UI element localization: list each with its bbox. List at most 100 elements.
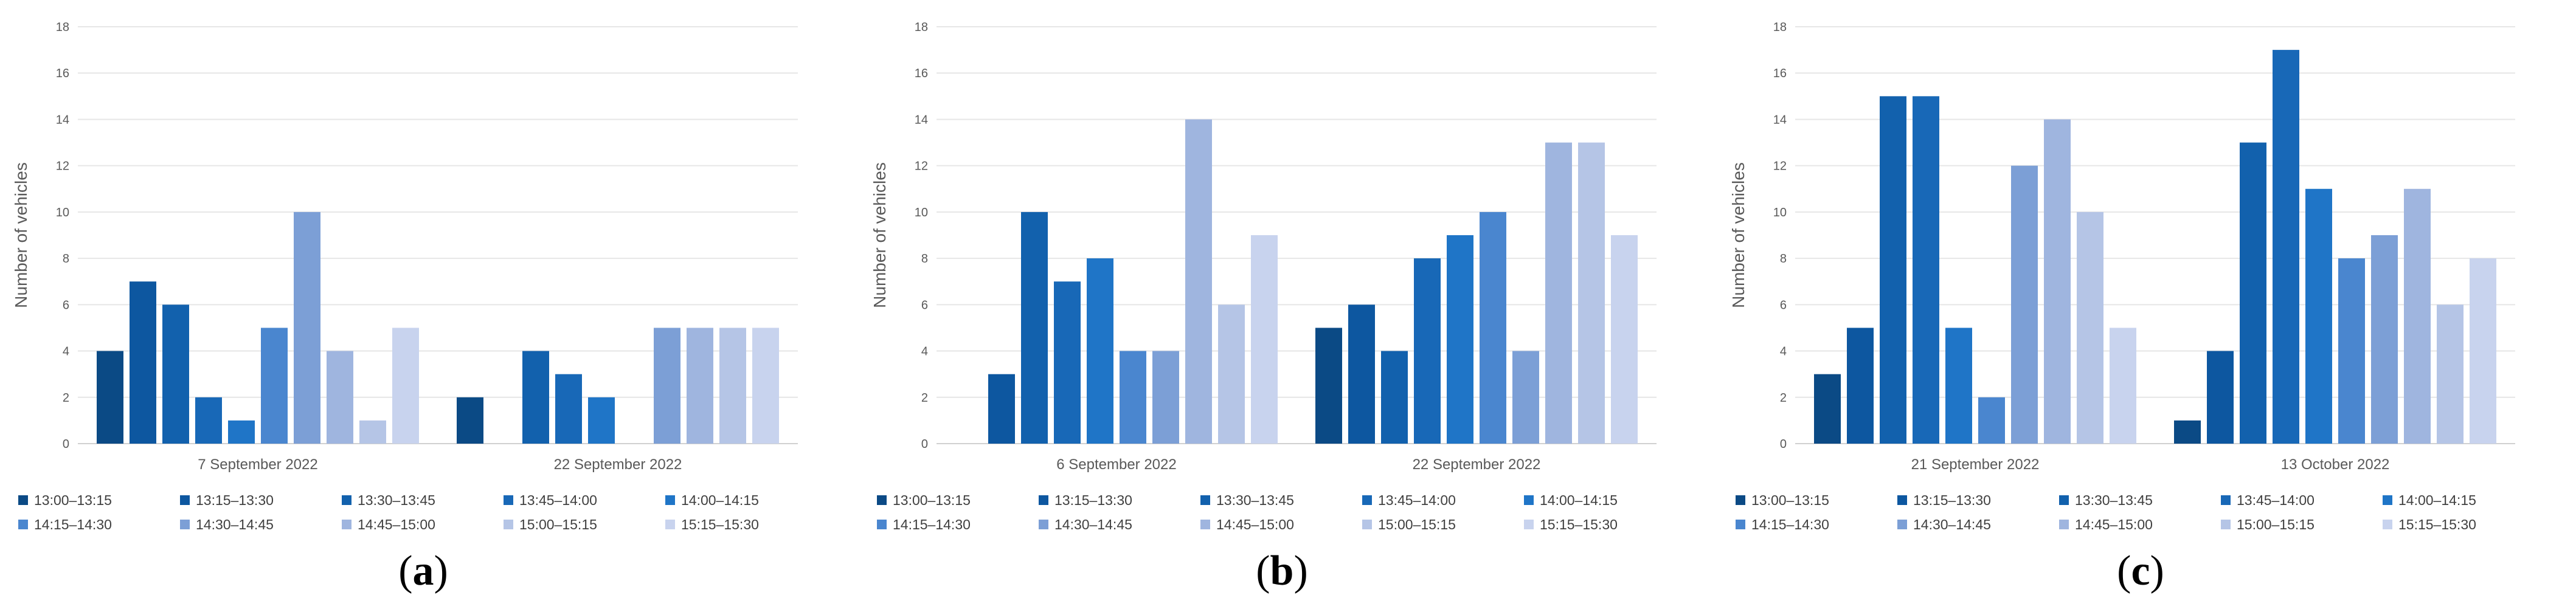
legend-label: 13:00–13:15 [893, 492, 971, 508]
legend-label: 15:00–15:15 [2237, 516, 2315, 532]
bar [1545, 142, 1572, 444]
bar [294, 211, 320, 444]
legend-label: 15:00–15:15 [519, 516, 597, 532]
legend-item: 15:00–15:15 [1362, 515, 1524, 534]
legend-swatch [1362, 495, 1372, 505]
legend-swatch [1200, 495, 1210, 505]
x-category-label: 7 September 2022 [198, 456, 317, 473]
legend-a: 13:00–13:15 13:15–13:30 13:30–13:45 13:45–1… [18, 491, 851, 534]
y-axis: 0 2 4 6 8 10 12 14 16 18 Number of vehicles [1729, 21, 1787, 451]
legend-label: 14:00–14:15 [2398, 492, 2476, 508]
bar [2437, 304, 2463, 444]
legend-label: 14:30–14:45 [196, 516, 274, 532]
legend-swatch [1039, 495, 1048, 505]
x-category-label: 21 September 2022 [1911, 456, 2040, 473]
legend-item: 13:00–13:15 [877, 491, 1039, 509]
legend-item: 13:00–13:15 [1736, 491, 1897, 509]
legend-swatch [1200, 520, 1210, 529]
bar [1251, 235, 1278, 444]
legend-swatch [1362, 520, 1372, 529]
y-tick-label: 0 [1780, 438, 1787, 451]
y-tick-label: 4 [921, 345, 928, 359]
legend-item: 14:15–14:30 [877, 515, 1039, 534]
y-tick-label: 4 [63, 345, 69, 359]
y-tick-label: 6 [1780, 298, 1787, 312]
legend-swatch [2221, 495, 2231, 505]
bar [555, 374, 582, 444]
legend-item: 13:15–13:30 [180, 491, 342, 509]
legend-swatch [2059, 495, 2069, 505]
legend-label: 14:15–14:30 [893, 516, 971, 532]
bar [2110, 328, 2136, 444]
y-tick-label: 10 [1773, 206, 1787, 219]
y-tick-label: 10 [56, 206, 69, 219]
chart-panel-b: 0 2 4 6 8 10 12 14 16 18 Number of vehicles 6 Septe… [859, 0, 1717, 615]
legend-label: 15:00–15:15 [1378, 516, 1456, 532]
bars [988, 119, 1638, 444]
legend-label: 13:15–13:30 [196, 492, 274, 508]
legend-swatch [18, 520, 28, 529]
x-axis: 6 September 2022 22 September 2022 [1056, 456, 1540, 473]
legend-label: 15:15–15:30 [2398, 516, 2476, 532]
y-tick-label: 2 [63, 391, 69, 405]
bar [1087, 258, 1113, 444]
bar [1480, 211, 1506, 444]
legend-item: 15:15–15:30 [665, 515, 827, 534]
x-category-label: 22 September 2022 [554, 456, 682, 473]
bar [1880, 96, 1906, 444]
panel-label-c: (c) [2117, 548, 2164, 594]
y-axis-label: Number of vehicles [870, 162, 889, 308]
legend-label: 14:45–15:00 [1216, 516, 1294, 532]
legend-swatch [665, 495, 675, 505]
legend-swatch [1039, 520, 1048, 529]
legend-item: 13:30–13:45 [342, 491, 504, 509]
legend-swatch [1897, 495, 1907, 505]
chart-panel-c: 0 2 4 6 8 10 12 14 16 18 Number of vehicles 21 Sept… [1717, 0, 2576, 615]
legend-item: 13:15–13:30 [1897, 491, 2059, 509]
bar [1218, 304, 1245, 444]
legend-label: 13:30–13:45 [1216, 492, 1294, 508]
legend-item: 14:15–14:30 [1736, 515, 1897, 534]
bar [359, 420, 386, 444]
y-tick-label: 8 [1780, 252, 1787, 266]
legend-swatch [180, 520, 190, 529]
legend-label: 13:00–13:15 [34, 492, 112, 508]
legend-item: 15:00–15:15 [504, 515, 665, 534]
legend-swatch [18, 495, 28, 505]
legend-item: 14:00–14:15 [1524, 491, 1686, 509]
bar [1578, 142, 1605, 444]
x-category-label: 22 September 2022 [1413, 456, 1541, 473]
bar [654, 328, 680, 444]
legend-item: 14:30–14:45 [1039, 515, 1200, 534]
legend-swatch [877, 520, 887, 529]
bar [1847, 328, 1874, 444]
bar [719, 328, 746, 444]
bar [687, 328, 713, 444]
legend-label: 15:15–15:30 [681, 516, 759, 532]
bars [1814, 50, 2496, 444]
legend-label: 13:45–14:00 [519, 492, 597, 508]
legend-item: 14:45–15:00 [1200, 515, 1362, 534]
legend-label: 14:30–14:45 [1054, 516, 1132, 532]
y-tick-label: 18 [56, 21, 69, 34]
bar [1152, 351, 1179, 444]
bar [457, 397, 483, 444]
chart-c: 0 2 4 6 8 10 12 14 16 18 Number of vehicles 21 Sept… [1729, 21, 2515, 473]
bar [1054, 281, 1081, 444]
legend-item: 15:15–15:30 [1524, 515, 1686, 534]
bar [1945, 328, 1972, 444]
legend-label: 14:00–14:15 [681, 492, 759, 508]
y-tick-label: 4 [1780, 345, 1787, 359]
bar [988, 374, 1015, 444]
bar [1021, 211, 1048, 444]
bar [97, 351, 123, 444]
legend-swatch [877, 495, 887, 505]
legend-swatch [342, 520, 351, 529]
bar [2470, 258, 2496, 444]
y-tick-label: 12 [1773, 160, 1787, 173]
legend-swatch [665, 520, 675, 529]
y-tick-label: 18 [1773, 21, 1787, 34]
legend-swatch [1897, 520, 1907, 529]
bar [2174, 420, 2201, 444]
legend-swatch [2383, 520, 2392, 529]
